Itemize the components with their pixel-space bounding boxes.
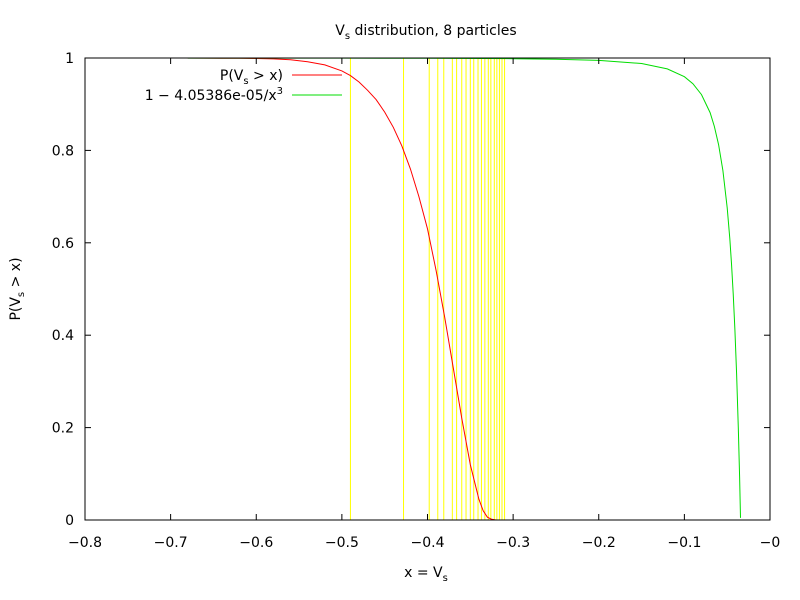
chart-title-sub: s <box>345 31 350 42</box>
chart-title-prefix: V <box>335 23 345 39</box>
x-tick-label-4: −0.4 <box>411 535 445 551</box>
sample-lines <box>349 58 506 520</box>
x-tick-label-3: −0.5 <box>325 535 359 551</box>
axis-ticks: −0.8 −0.7 −0.6 −0.5 −0.4 −0.3 −0.2 −0.1 −0 0 0.2 0.… <box>52 51 781 551</box>
chart-title: Vs distribution, 8 particles <box>335 23 516 42</box>
series-line-1 <box>187 57 741 518</box>
y-axis-label-prefix: P(V <box>8 297 24 321</box>
x-axis-label-prefix: x = V <box>404 565 443 581</box>
legend: P(Vs > x)1 − 4.05386e-05/x3 <box>145 68 342 104</box>
x-tick-label-0: −0.8 <box>68 535 102 551</box>
series-group <box>184 57 741 521</box>
x-tick-label-2: −0.6 <box>239 535 273 551</box>
x-tick-label-6: −0.2 <box>582 535 616 551</box>
y-tick-label-5: 1 <box>65 51 74 67</box>
y-axis-label: P(Vs > x) <box>8 257 27 320</box>
series-line-0 <box>184 57 497 521</box>
x-tick-label-5: −0.3 <box>496 535 530 551</box>
y-tick-label-2: 0.4 <box>52 328 74 344</box>
x-axis-label: x = Vs <box>404 565 448 584</box>
x-tick-label-8: −0 <box>760 535 781 551</box>
y-tick-label-4: 0.8 <box>52 143 74 159</box>
y-axis-label-sub: s <box>16 292 27 297</box>
legend-label-0: P(Vs > x) <box>220 68 283 87</box>
x-axis-label-sub: s <box>443 573 448 584</box>
x-tick-label-7: −0.1 <box>667 535 701 551</box>
y-axis-label-suffix: > x) <box>8 257 24 291</box>
chart-title-suffix: distribution, 8 particles <box>350 23 517 39</box>
x-tick-label-1: −0.7 <box>154 535 188 551</box>
y-tick-label-0: 0 <box>65 513 74 529</box>
legend-label-1: 1 − 4.05386e-05/x3 <box>145 86 283 104</box>
y-tick-label-3: 0.6 <box>52 236 74 252</box>
y-tick-label-1: 0.2 <box>52 421 74 437</box>
